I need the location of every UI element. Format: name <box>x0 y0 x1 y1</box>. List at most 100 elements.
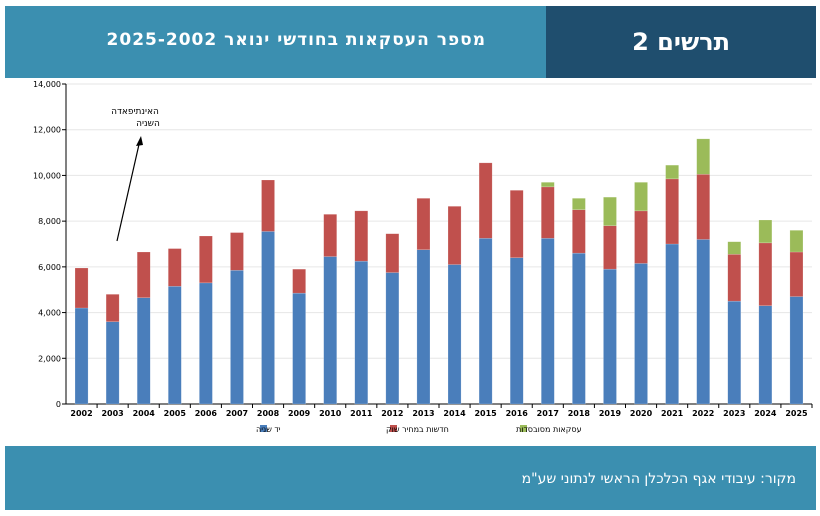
annotation-arrowhead <box>136 136 143 146</box>
legend-swatch <box>390 425 397 432</box>
bar-segment <box>541 182 555 188</box>
x-tick-label: 2023 <box>723 409 745 418</box>
bar-segment <box>634 210 648 264</box>
bar-segment <box>727 241 742 255</box>
bar-segment <box>136 297 151 405</box>
bar-segment <box>758 305 773 405</box>
y-tick-label: 12,000 <box>33 126 61 135</box>
bar-segment <box>416 249 431 405</box>
bar-segment <box>292 292 306 405</box>
bar-segment <box>292 268 306 294</box>
bar-segment <box>478 162 493 239</box>
figure-label: תרשים 2 <box>632 28 730 56</box>
x-tick-label: 2014 <box>443 409 466 418</box>
bar-segment <box>665 178 679 245</box>
bar-segment <box>509 190 524 258</box>
bar-segment <box>323 256 337 405</box>
bar-segment <box>758 219 773 244</box>
bar-chart: 2002 2003 2004 2005 2006 2007 2008 2009 2010 2011… <box>33 80 813 434</box>
y-tick-label: 6,000 <box>38 263 61 272</box>
bar-segment <box>105 294 120 322</box>
legend-swatch <box>520 425 527 432</box>
bar-segment <box>572 198 586 210</box>
bar-segment <box>385 272 400 405</box>
bar-segment <box>199 282 213 405</box>
x-tick-label: 2013 <box>412 409 434 418</box>
bar-segment <box>665 243 679 405</box>
header-label-band: תרשים 2 <box>546 6 816 78</box>
bar-segment <box>74 307 89 405</box>
y-tick-label: 8,000 <box>38 217 61 226</box>
bar-segment <box>634 263 648 405</box>
bar-segment <box>323 214 337 257</box>
y-tick-labels: 0 2,000 4,000 6,000 8,000 10,000 12,000 14,000 <box>33 80 61 409</box>
x-tick-label: 2018 <box>568 409 591 418</box>
x-tick-label: 2011 <box>350 409 373 418</box>
bars <box>74 138 804 405</box>
y-tick-label: 10,000 <box>33 171 61 180</box>
bar-segment <box>727 300 742 405</box>
legend: יד שניה חדשות במחיר שוק עסקאות מסובסדות <box>256 425 582 434</box>
y-tick-label: 4,000 <box>38 309 61 318</box>
annotation: האינתיפאדה השניה <box>111 107 160 242</box>
bar-segment <box>603 225 617 270</box>
header-title-band: מספר העסקאות בחודשי ינואר 2025-2002 <box>5 6 546 78</box>
bar-segment <box>572 252 586 405</box>
bar-segment <box>354 260 369 405</box>
x-tick-label: 2002 <box>70 409 92 418</box>
x-tick-label: 2016 <box>506 409 529 418</box>
axes <box>62 83 813 408</box>
bar-segment <box>789 251 804 297</box>
x-tick-label: 2022 <box>692 409 714 418</box>
source-text: מקור: עיבודי אגף הכלכלן הראשי לנתוני שע"… <box>521 471 796 487</box>
x-tick-labels: 2002 2003 2004 2005 2006 2007 2008 2009 2010 2011… <box>70 409 808 418</box>
chart-title: מספר העסקאות בחודשי ינואר 2025-2002 <box>106 30 486 50</box>
x-tick-label: 2012 <box>381 409 403 418</box>
bar-segment <box>478 238 493 405</box>
bar-segment <box>74 267 89 309</box>
annotation-text-line2: השניה <box>136 119 160 129</box>
bar-segment <box>168 286 182 405</box>
bar-segment <box>261 179 275 232</box>
legend-label: חדשות במחיר שוק <box>386 425 449 434</box>
x-tick-label: 2004 <box>133 409 156 418</box>
bar-segment <box>727 254 742 302</box>
annotation-arrow <box>116 139 141 242</box>
bar-segment <box>789 296 804 405</box>
annotation-text-line1: האינתיפאדה <box>111 107 159 117</box>
bar-segment <box>603 268 617 405</box>
x-tick-label: 2005 <box>164 409 187 418</box>
bar-segment <box>696 174 710 240</box>
bar-segment <box>696 239 710 405</box>
bar-segment <box>758 242 773 306</box>
x-tick-label: 2019 <box>599 409 622 418</box>
bar-segment <box>230 270 244 405</box>
bar-segment <box>603 196 617 226</box>
bar-segment <box>696 138 710 175</box>
x-tick-label: 2021 <box>661 409 684 418</box>
bar-segment <box>541 186 555 239</box>
y-tick-label: 2,000 <box>38 354 61 363</box>
x-tick-label: 2003 <box>101 409 123 418</box>
bar-segment <box>509 257 524 405</box>
y-tick-label: 0 <box>56 400 61 409</box>
bar-segment <box>354 210 369 262</box>
bar-segment <box>168 248 182 287</box>
bar-segment <box>105 321 120 405</box>
legend-label: יד שניה <box>256 425 281 434</box>
bar-segment <box>230 232 244 271</box>
bar-segment <box>541 238 555 405</box>
gridlines <box>66 83 812 359</box>
bar-segment <box>199 235 213 284</box>
x-tick-label: 2009 <box>288 409 311 418</box>
bar-segment <box>385 233 400 273</box>
x-tick-label: 2025 <box>785 409 808 418</box>
bar-segment <box>572 209 586 254</box>
x-tick-label: 2008 <box>257 409 280 418</box>
x-tick-label: 2015 <box>474 409 497 418</box>
x-tick-label: 2017 <box>537 409 559 418</box>
bar-segment <box>136 251 151 298</box>
y-tick-label: 14,000 <box>33 80 61 89</box>
bar-segment <box>447 206 462 265</box>
source-band: מקור: עיבודי אגף הכלכלן הראשי לנתוני שע"… <box>5 446 816 510</box>
